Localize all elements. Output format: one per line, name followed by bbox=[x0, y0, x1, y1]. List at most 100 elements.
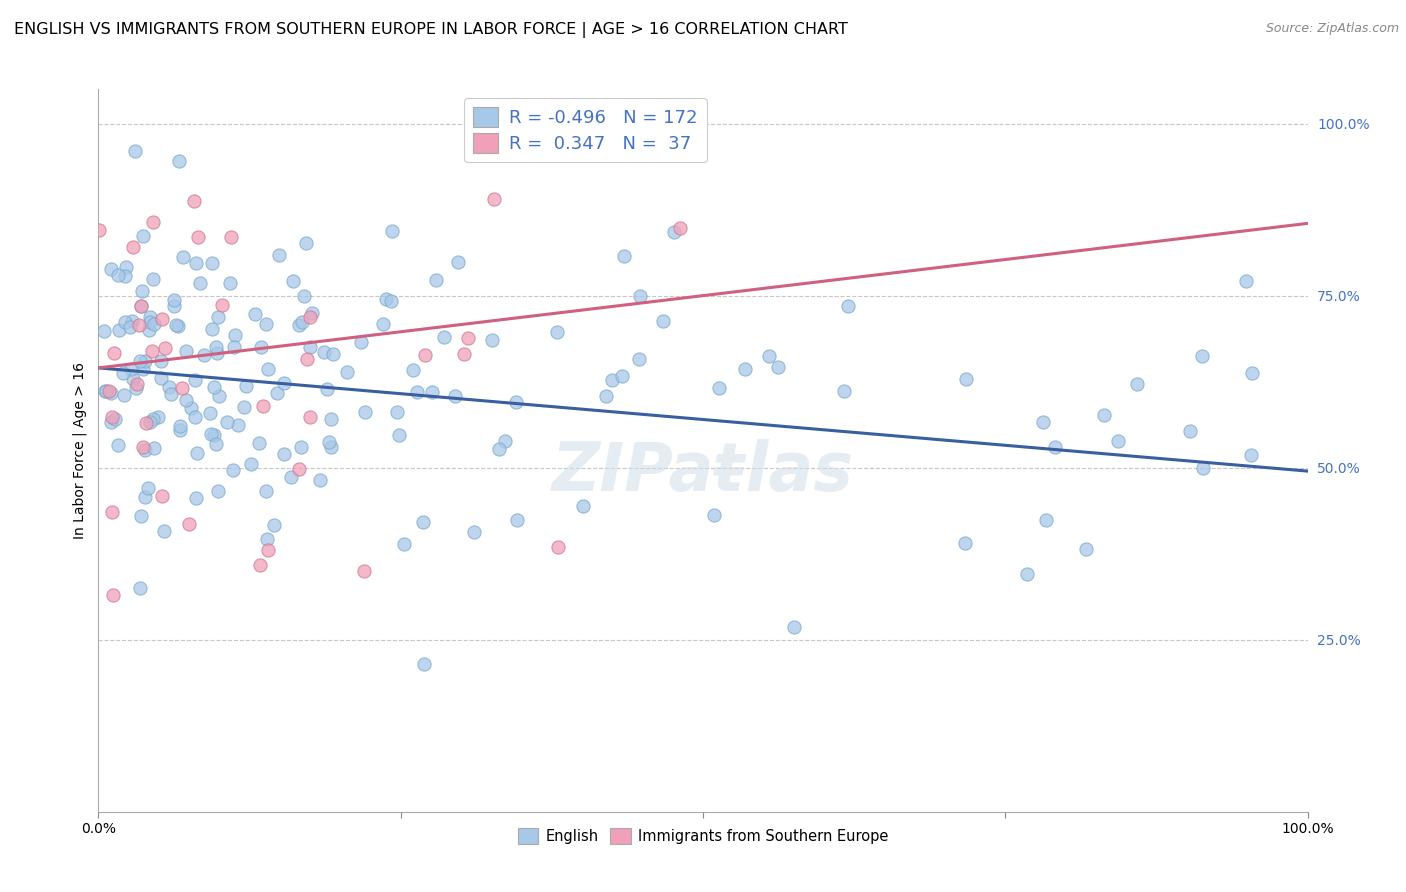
Point bbox=[186, 446, 208, 460]
Point bbox=[235, 379, 257, 393]
Point bbox=[101, 409, 124, 424]
Point bbox=[108, 323, 131, 337]
Point bbox=[226, 418, 249, 433]
Point bbox=[233, 400, 256, 414]
Point bbox=[388, 428, 411, 442]
Point bbox=[299, 409, 322, 424]
Point bbox=[128, 318, 150, 332]
Point bbox=[155, 342, 177, 356]
Point bbox=[766, 360, 789, 375]
Point bbox=[1178, 424, 1201, 438]
Point bbox=[447, 254, 470, 268]
Point bbox=[1043, 440, 1066, 454]
Point bbox=[319, 440, 342, 454]
Point bbox=[179, 516, 201, 531]
Point bbox=[953, 535, 976, 549]
Point bbox=[413, 348, 436, 362]
Point bbox=[627, 352, 650, 367]
Point bbox=[299, 310, 322, 324]
Point bbox=[243, 307, 266, 321]
Point bbox=[207, 310, 229, 325]
Point bbox=[118, 320, 141, 334]
Point bbox=[444, 389, 467, 403]
Point bbox=[283, 273, 305, 287]
Point bbox=[141, 344, 163, 359]
Point bbox=[224, 327, 246, 342]
Point bbox=[254, 317, 277, 331]
Point bbox=[662, 225, 685, 239]
Point bbox=[100, 385, 122, 400]
Point bbox=[249, 340, 271, 354]
Point bbox=[132, 362, 155, 376]
Point bbox=[142, 411, 165, 425]
Point bbox=[114, 315, 136, 329]
Point bbox=[114, 388, 136, 402]
Point bbox=[319, 412, 342, 426]
Point bbox=[202, 427, 225, 442]
Point bbox=[163, 300, 186, 314]
Point bbox=[412, 515, 434, 529]
Point bbox=[198, 406, 221, 420]
Point bbox=[288, 318, 311, 332]
Point bbox=[292, 289, 315, 303]
Point bbox=[783, 620, 806, 634]
Point bbox=[381, 224, 404, 238]
Point bbox=[131, 299, 153, 313]
Point bbox=[188, 277, 211, 291]
Point bbox=[142, 317, 165, 331]
Point bbox=[405, 384, 427, 399]
Point bbox=[124, 144, 146, 158]
Point bbox=[107, 438, 129, 452]
Point bbox=[240, 457, 263, 471]
Point bbox=[183, 194, 205, 208]
Point bbox=[224, 340, 246, 354]
Point bbox=[494, 434, 516, 448]
Point bbox=[505, 395, 527, 409]
Point bbox=[211, 298, 233, 312]
Point bbox=[143, 442, 166, 456]
Point bbox=[169, 423, 191, 437]
Point bbox=[734, 361, 756, 376]
Point bbox=[100, 262, 122, 277]
Point bbox=[101, 588, 124, 602]
Point bbox=[1240, 448, 1263, 462]
Point bbox=[180, 401, 202, 415]
Point bbox=[142, 272, 165, 286]
Point bbox=[176, 392, 198, 407]
Point bbox=[129, 508, 152, 523]
Point bbox=[252, 399, 274, 413]
Point bbox=[132, 229, 155, 244]
Point bbox=[163, 293, 186, 307]
Point bbox=[482, 192, 505, 206]
Point bbox=[387, 404, 409, 418]
Y-axis label: In Labor Force | Age > 16: In Labor Force | Age > 16 bbox=[73, 362, 87, 539]
Point bbox=[169, 418, 191, 433]
Point bbox=[169, 153, 191, 168]
Point bbox=[221, 230, 243, 244]
Point bbox=[457, 331, 479, 345]
Point bbox=[114, 260, 136, 274]
Point bbox=[463, 524, 485, 539]
Point bbox=[200, 427, 222, 442]
Point bbox=[288, 462, 311, 476]
Point bbox=[1074, 542, 1097, 557]
Point bbox=[290, 440, 312, 454]
Point bbox=[1126, 376, 1149, 391]
Point bbox=[955, 372, 977, 386]
Point bbox=[413, 657, 436, 672]
Point bbox=[315, 382, 337, 396]
Point bbox=[267, 248, 290, 262]
Point bbox=[193, 348, 215, 362]
Point bbox=[139, 415, 162, 429]
Point bbox=[131, 440, 153, 454]
Point bbox=[837, 299, 859, 313]
Point bbox=[135, 416, 157, 430]
Point bbox=[266, 386, 288, 401]
Point bbox=[273, 447, 295, 461]
Text: ENGLISH VS IMMIGRANTS FROM SOUTHERN EUROPE IN LABOR FORCE | AGE > 16 CORRELATION: ENGLISH VS IMMIGRANTS FROM SOUTHERN EURO… bbox=[14, 22, 848, 38]
Point bbox=[142, 215, 165, 229]
Point bbox=[87, 223, 110, 237]
Point bbox=[184, 373, 207, 387]
Point bbox=[336, 365, 359, 379]
Point bbox=[610, 369, 633, 384]
